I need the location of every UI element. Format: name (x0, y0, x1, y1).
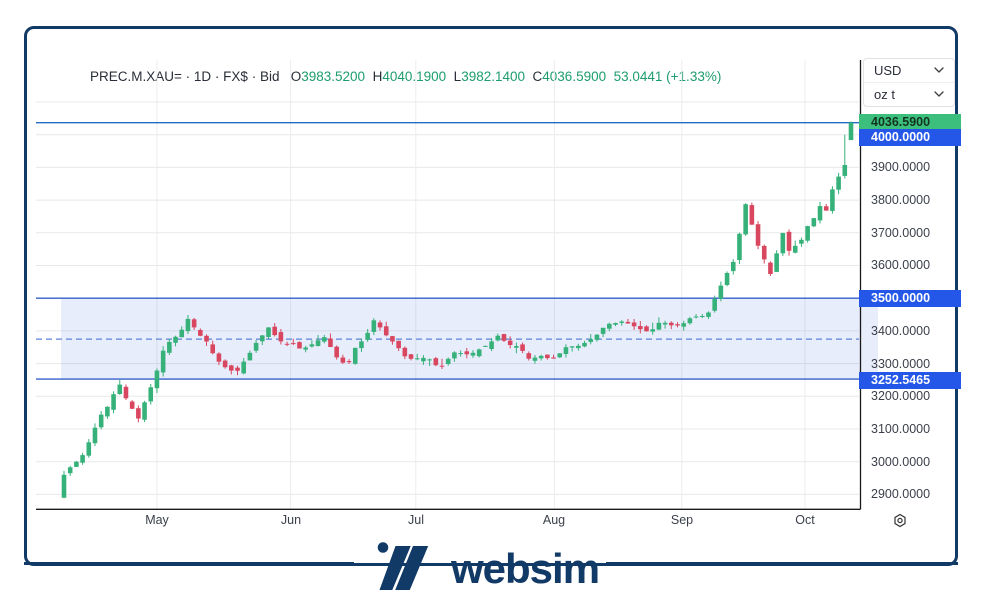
svg-text:websim: websim (450, 545, 599, 592)
